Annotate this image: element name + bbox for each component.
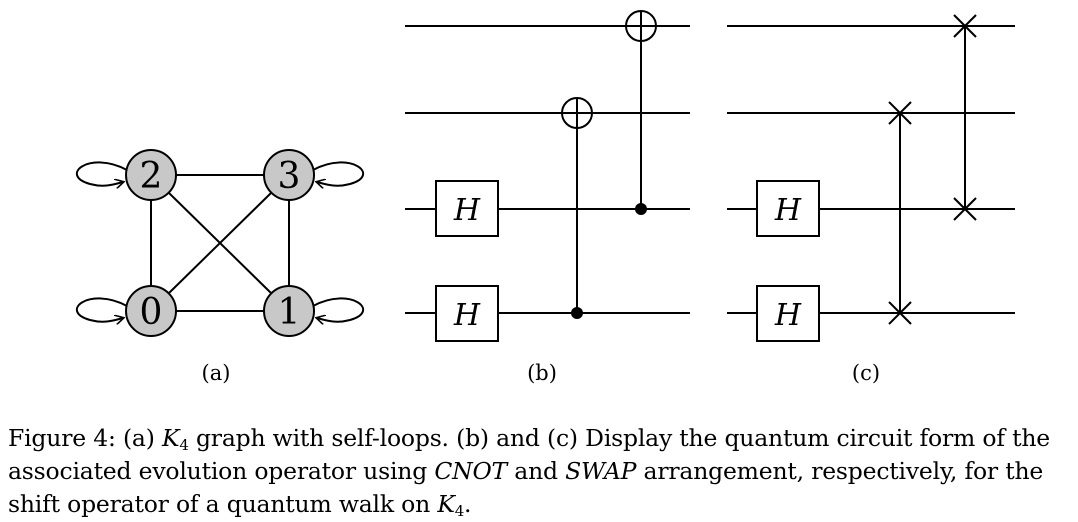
hadamard-gate-c-2 [756, 285, 820, 342]
hadamard-gate-b-2 [435, 285, 499, 342]
hadamard-label-b-2: H [453, 298, 481, 333]
hadamard-label-c-2: H [774, 298, 802, 333]
panel-label-a: (a) [202, 361, 231, 385]
cnot-control-dot-2 [635, 203, 647, 215]
node-label-0: 0 [140, 292, 163, 333]
hadamard-label-b-1: H [453, 193, 481, 228]
swap-cross-2a [953, 14, 977, 38]
figure-caption: Figure 4: (a) K4 graph with self-loops. … [8, 424, 1050, 520]
node-2: 2 [125, 149, 177, 201]
panel-label-b: (b) [527, 361, 557, 385]
circuit-c [727, 14, 1015, 342]
swap-cross-1b [888, 301, 912, 325]
edge-3-0 [168, 192, 272, 294]
node-label-2: 2 [140, 156, 163, 197]
hadamard-label-c-1: H [774, 193, 802, 228]
node-0: 0 [125, 285, 177, 337]
node-1: 1 [263, 285, 315, 337]
node-3: 3 [263, 149, 315, 201]
k4-graph [75, 161, 365, 321]
swap-cross-2b [953, 197, 977, 221]
self-loop-2 [75, 161, 128, 185]
self-loop-0 [75, 297, 128, 321]
hadamard-gate-c-1 [756, 180, 820, 237]
node-label-1: 1 [278, 292, 301, 333]
figure: 2 3 0 1 (a) H H (b) [75, 10, 1015, 385]
node-label-3: 3 [278, 156, 301, 197]
panel-label-c: (c) [852, 361, 880, 385]
circuit-b [405, 10, 690, 342]
self-loop-1 [312, 297, 365, 321]
swap-cross-1a [888, 101, 912, 125]
hadamard-gate-b-1 [435, 180, 499, 237]
cnot-control-dot-1 [571, 307, 583, 319]
self-loop-3 [312, 161, 365, 185]
